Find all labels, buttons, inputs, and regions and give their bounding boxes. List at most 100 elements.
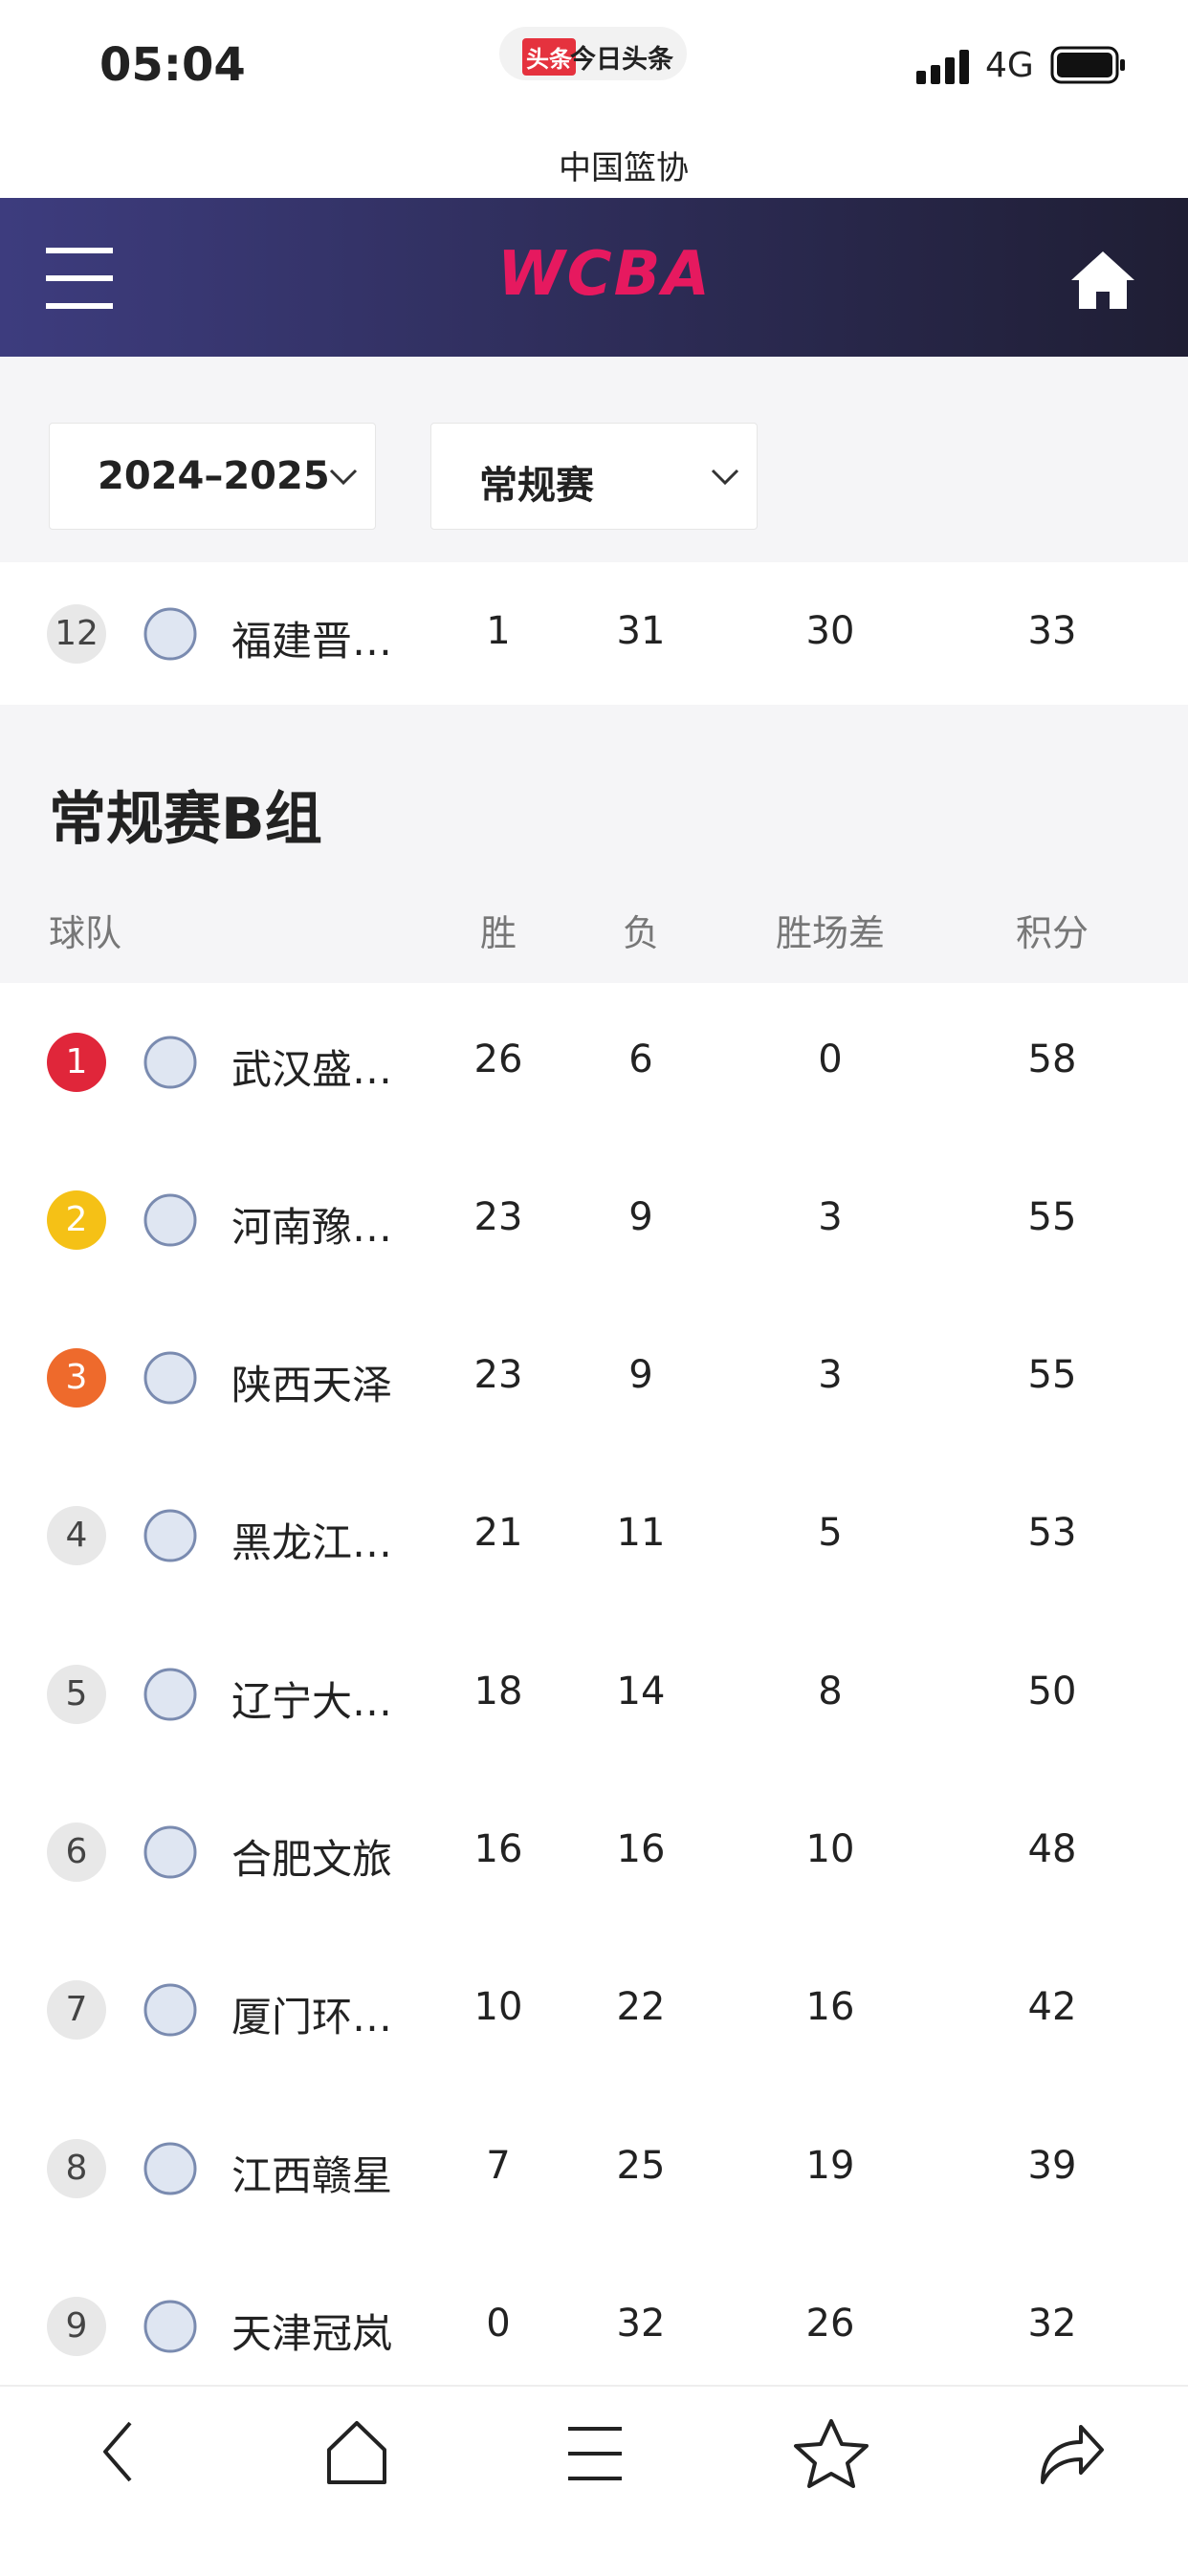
rank-badge: 7 [47, 1980, 106, 2041]
stat-cell: 16 [805, 1985, 855, 2030]
team-name: 合肥文旅 [231, 1836, 393, 1883]
stat-cell: 23 [473, 1353, 523, 1398]
standings-row[interactable]: 4 黑龙江… 21 11 5 53 [0, 1457, 1188, 1615]
back-button[interactable] [103, 2421, 132, 2482]
stat-cell: 39 [1027, 2143, 1077, 2188]
team-logo [142, 1823, 199, 1881]
search-text[interactable]: 中国篮协 [559, 149, 689, 187]
team-name: 厦门环… [231, 1994, 393, 2041]
stat-cell: 0 [818, 1037, 843, 1081]
app-badge: 头条 [522, 38, 576, 76]
chevron [329, 469, 358, 486]
column-header: 负 [622, 912, 660, 954]
site-header [0, 198, 1188, 357]
stat-cell: 26 [805, 2301, 855, 2346]
stat-cell: 11 [616, 1511, 666, 1556]
rank-badge: 8 [47, 2138, 106, 2198]
team-name: 河南豫… [231, 1203, 393, 1251]
stat-cell: 23 [473, 1194, 523, 1239]
previous-group-row: 12 福建晋… 1 31 30 33 [0, 562, 1188, 705]
home-icon[interactable] [1069, 250, 1136, 311]
network-label: 4G [985, 46, 1034, 85]
team-name: 黑龙江… [231, 1519, 393, 1567]
bottom-nav [0, 2385, 1188, 2572]
stat-cell: 42 [1027, 1985, 1077, 2030]
standings-row[interactable]: 3 陕西天泽 23 9 3 55 [0, 1299, 1188, 1457]
stat-cell: 33 [1027, 608, 1077, 653]
stat-cell: 26 [473, 1037, 523, 1081]
standings-row[interactable]: 5 辽宁大… 18 14 8 50 [0, 1615, 1188, 1773]
stat-cell: 9 [628, 1353, 653, 1398]
share-button[interactable] [1041, 2425, 1104, 2484]
stat-cell: 7 [486, 2143, 511, 2188]
team-name: 江西赣星 [231, 2151, 393, 2199]
app-name: 今日头条 [570, 45, 673, 75]
rank-badge: 12 [47, 603, 106, 664]
stat-cell: 53 [1027, 1511, 1077, 1556]
season-label: 2024–2025 [98, 454, 330, 498]
stat-cell: 55 [1027, 1194, 1077, 1239]
home-button[interactable] [327, 2421, 386, 2484]
team-logo [142, 1981, 199, 2039]
team-name: 天津冠岚 [231, 2309, 393, 2357]
stat-cell: 9 [628, 1194, 653, 1239]
rank-badge: 2 [47, 1190, 106, 1250]
rank-badge: 1 [47, 1032, 106, 1092]
stat-cell: 1 [486, 608, 511, 653]
standings-row[interactable]: 8 江西赣星 7 25 19 39 [0, 2089, 1188, 2247]
team-name: 福建晋… [231, 617, 393, 665]
team-name: 辽宁大… [231, 1677, 393, 1725]
stat-cell: 50 [1027, 1669, 1077, 1714]
stat-cell: 19 [805, 2143, 855, 2188]
menu-button[interactable] [568, 2427, 622, 2480]
standings-row[interactable]: 6 合肥文旅 16 16 10 48 [0, 1774, 1188, 1932]
rank-badge: 4 [47, 1506, 106, 1566]
season-dropdown[interactable]: 2024–2025 [49, 423, 376, 530]
favorite-button[interactable] [794, 2419, 869, 2488]
rank-badge: 5 [47, 1664, 106, 1724]
column-header: 胜 [479, 912, 517, 954]
team-logo [142, 1034, 199, 1091]
stage-dropdown[interactable]: 常规赛 [430, 423, 758, 530]
stage-label: 常规赛 [479, 464, 594, 508]
team-logo [142, 1666, 199, 1723]
stat-cell: 8 [818, 1669, 843, 1714]
stat-cell: 22 [616, 1985, 666, 2030]
standings-row[interactable]: 9 天津冠岚 0 32 26 32 [0, 2247, 1188, 2405]
standings-row[interactable]: 1 武汉盛… 26 6 0 58 [0, 983, 1188, 1141]
stat-cell: 0 [486, 2301, 511, 2346]
stat-cell: 58 [1027, 1037, 1077, 1081]
stat-cell: 21 [473, 1511, 523, 1556]
column-header: 积分 [1015, 912, 1089, 954]
rank-badge: 6 [47, 1823, 106, 1882]
stat-cell: 3 [818, 1194, 843, 1239]
stat-cell: 5 [818, 1511, 843, 1556]
clock: 05:04 [99, 38, 246, 92]
team-logo [142, 2298, 199, 2355]
stat-cell: 25 [616, 2143, 666, 2188]
status-bar: 05:04 头条 今日头条 4G [0, 0, 1188, 134]
stat-cell: 6 [628, 1037, 653, 1081]
team-name: 陕西天泽 [231, 1362, 393, 1409]
stat-cell: 55 [1027, 1353, 1077, 1398]
group-header [0, 705, 1188, 983]
battery-icon [1050, 46, 1125, 84]
menu-icon[interactable] [46, 244, 113, 313]
stat-cell: 3 [818, 1353, 843, 1398]
standings-row[interactable]: 7 厦门环… 10 22 16 42 [0, 1932, 1188, 2089]
standings-row[interactable]: 2 河南豫… 23 9 3 55 [0, 1141, 1188, 1299]
chevron [711, 469, 739, 486]
team-logo [142, 1349, 199, 1407]
stat-cell: 16 [473, 1827, 523, 1871]
stat-cell: 10 [805, 1827, 855, 1871]
stat-cell: 31 [616, 608, 666, 653]
team-logo [142, 2140, 199, 2197]
team-logo [142, 1507, 199, 1564]
stat-cell: 30 [805, 608, 855, 653]
wcba-logo[interactable]: WCBA [497, 239, 712, 310]
stat-cell: 14 [616, 1669, 666, 1714]
group-title: 常规赛B组 [49, 786, 322, 853]
column-header: 球队 [49, 912, 122, 954]
